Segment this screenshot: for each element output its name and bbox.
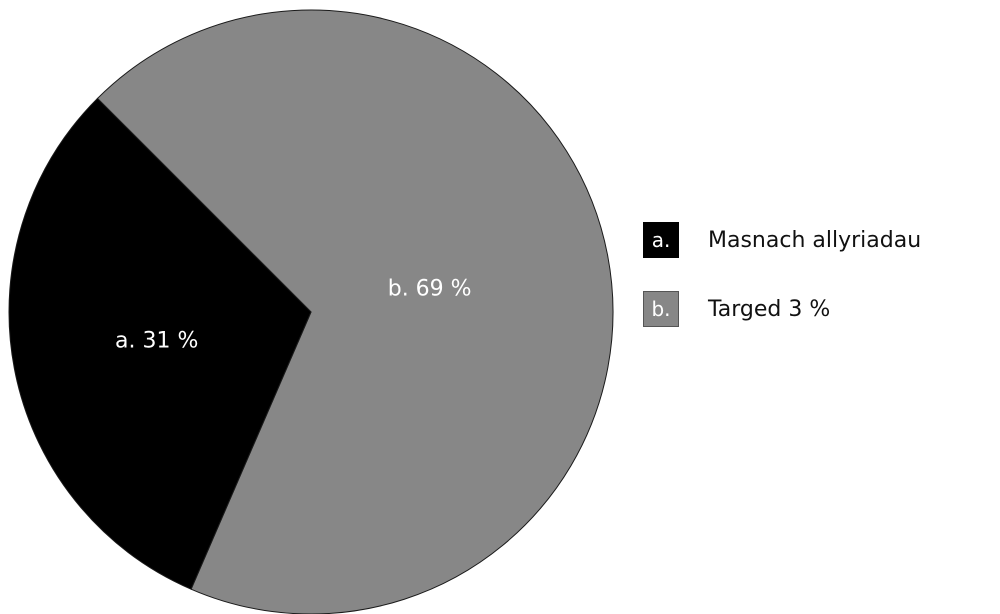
legend-item-a: a. Masnach allyriadau	[643, 222, 921, 258]
pie-label-a: a. 31 %	[115, 328, 198, 353]
legend-swatch-a: a.	[643, 222, 679, 258]
pie-slice-b	[96, 9, 614, 614]
legend-item-b: b. Targed 3 %	[643, 291, 921, 327]
legend-swatch-b: b.	[643, 291, 679, 327]
legend-label-a: Masnach allyriadau	[708, 227, 922, 253]
pie-label-b: b. 69 %	[388, 276, 472, 301]
legend-label-b: Targed 3 %	[708, 296, 831, 322]
legend: a. Masnach allyriadau b. Targed 3 %	[643, 222, 921, 360]
pie-slice-a	[8, 97, 312, 590]
